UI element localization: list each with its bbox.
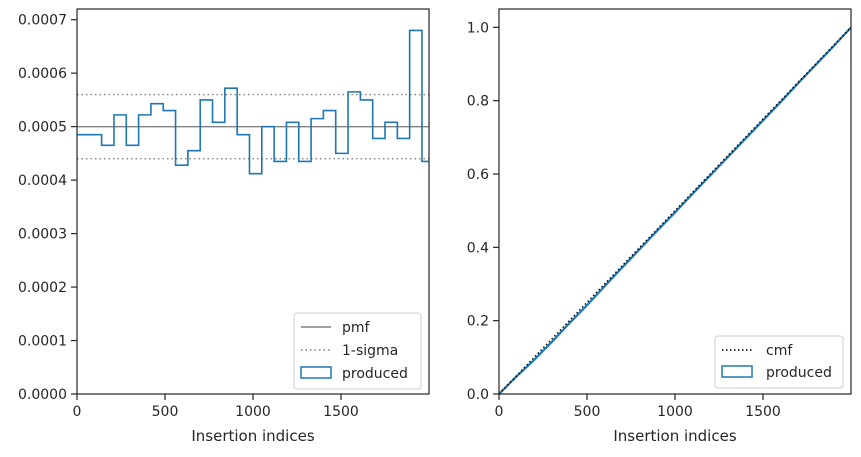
legend-sigma-label: 1-sigma — [342, 343, 398, 359]
legend-cmf-label: cmf — [766, 343, 793, 359]
x-tick-label: 1000 — [235, 404, 271, 420]
cmf-series — [498, 26, 852, 395]
y-axis-ticks: 0.0 0.2 0.4 0.6 0.8 1.0 — [467, 20, 499, 403]
y-tick-label: 0.0 — [467, 387, 489, 403]
legend-produced-patch — [721, 365, 753, 378]
legend-box — [714, 335, 844, 389]
y-tick-label: 0.0004 — [18, 173, 67, 189]
produced-step-series — [77, 29, 429, 175]
y-tick-label: 0.2 — [467, 314, 489, 330]
chart-left: 0 500 1000 1500 0.00000.00010.00020.00030.0… — [18, 8, 430, 445]
legend: pmf 1-sigma produced — [293, 312, 422, 390]
x-tick-label: 1000 — [657, 404, 693, 420]
y-tick-label: 0.6 — [467, 167, 489, 183]
legend-produced-label: produced — [342, 366, 408, 382]
y-tick-label: 1.0 — [467, 20, 489, 36]
y-axis-ticks: 0.0000 0.0001 0.0002 0.0003 0.0004 0.0005 0.00… — [18, 13, 77, 403]
x-axis-label: Insertion indices — [191, 427, 314, 445]
y-tick-label: 0.8 — [467, 94, 489, 110]
y-tick-label: 0.0007 — [18, 13, 67, 29]
x-axis-ticks: 0 500 1000 1500 — [495, 394, 781, 420]
legend-produced-patch — [300, 366, 332, 379]
y-tick-label: 0.0005 — [18, 120, 67, 136]
produced-cumulative-series — [498, 26, 852, 395]
chart-right: 0 500 1000 1500 0.0 0.2 0.4 0.6 0.8 1.0 Insertio… — [467, 8, 852, 445]
y-tick-label: 0.0001 — [18, 334, 67, 350]
x-tick-label: 1500 — [323, 404, 359, 420]
y-tick-label: 0.0006 — [18, 66, 67, 82]
y-tick-label: 0.0002 — [18, 280, 67, 296]
x-axis-ticks: 0 500 1000 1500 — [73, 394, 359, 420]
reference-lines — [77, 93, 429, 160]
x-tick-label: 0 — [495, 404, 504, 420]
legend-pmf-label: pmf — [342, 320, 371, 336]
x-tick-label: 500 — [152, 404, 179, 420]
x-tick-label: 1500 — [745, 404, 781, 420]
x-tick-label: 0 — [73, 404, 82, 420]
legend: cmf produced — [714, 335, 844, 389]
y-tick-label: 0.4 — [467, 240, 489, 256]
y-tick-label: 0.0003 — [18, 227, 67, 243]
x-tick-label: 500 — [574, 404, 601, 420]
legend-produced-label: produced — [766, 365, 832, 381]
x-axis-label: Insertion indices — [613, 427, 736, 445]
y-tick-label: 0.0000 — [18, 387, 67, 403]
legend-box — [293, 312, 422, 390]
